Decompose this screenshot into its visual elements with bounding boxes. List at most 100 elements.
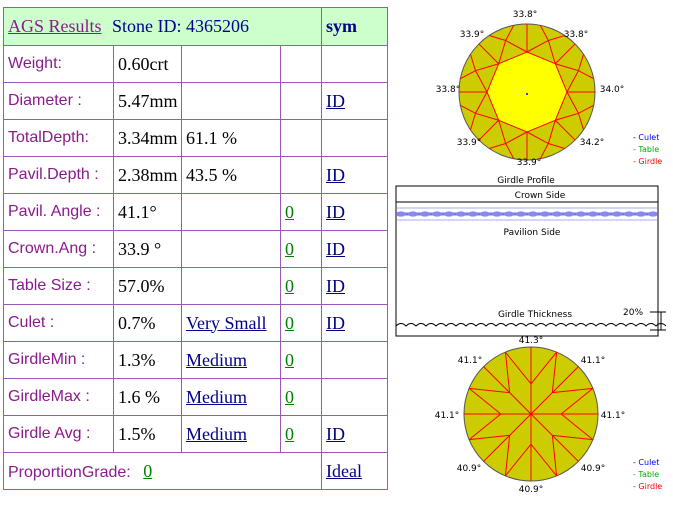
pavilion-diagram: 41.3° 41.1° 41.1° 41.1° 41.1° 40.9° 40.9… <box>435 336 663 495</box>
row-zero-cell: 0 <box>280 193 322 231</box>
crown-legend-table: - Table <box>633 145 659 154</box>
zero-link[interactable]: 0 <box>285 423 294 444</box>
row-value: 41.1° <box>113 193 182 231</box>
row-value: 1.6 % <box>113 378 182 416</box>
row-zero-cell <box>280 82 322 120</box>
row-extra-cell <box>181 230 281 268</box>
row-value: 3.34mm <box>113 119 182 157</box>
zero-link[interactable]: 0 <box>285 275 294 296</box>
id-link[interactable]: ID <box>326 164 345 185</box>
grade-label: ProportionGrade: <box>8 463 131 481</box>
pav-legend-table: - Table <box>633 470 659 479</box>
row-zero-cell <box>280 45 322 83</box>
table-row: Culet :0.7% Very Small 0 ID <box>3 304 388 342</box>
row-id-cell: ID <box>321 415 388 453</box>
grade-descriptor-link[interactable]: Very Small <box>186 312 267 333</box>
row-label: Crown.Ang : <box>3 230 114 268</box>
grade-descriptor-link[interactable]: Medium <box>186 386 247 407</box>
results-table: AGS Results Stone ID: 4365206 sym Weight… <box>3 7 388 490</box>
girdle-profile-title: Girdle Profile <box>497 176 555 186</box>
ags-results-link[interactable]: AGS Results <box>8 16 102 36</box>
table-row: Table Size :57.0% 0 ID <box>3 267 388 305</box>
id-link[interactable]: ID <box>326 238 345 259</box>
row-id-cell: ID <box>321 304 388 342</box>
grade-cell: ProportionGrade: 0 <box>3 452 322 490</box>
grade-descriptor-link[interactable]: Medium <box>186 423 247 444</box>
crown-angle-top: 33.8° <box>513 10 538 20</box>
table-row: Pavil.Depth :2.38mm 43.5 % ID <box>3 156 388 194</box>
row-extra-cell <box>181 45 281 83</box>
row-id-cell: ID <box>321 193 388 231</box>
pavilion-side-label: Pavilion Side <box>504 228 561 238</box>
row-value: 1.3% <box>113 341 182 379</box>
crown-diagram: 33.8° 33.9° 33.8° 33.8° 34.0° 33.9° 34.2… <box>436 10 663 168</box>
id-link[interactable]: ID <box>326 275 345 296</box>
crown-angle-bottom-right: 34.2° <box>580 138 605 148</box>
id-link[interactable]: ID <box>326 423 345 444</box>
pav-angle-bottom-left: 40.9° <box>457 464 482 474</box>
pav-angle-top-left: 41.1° <box>458 356 483 366</box>
row-label: GirdleMax : <box>3 378 114 416</box>
row-zero-cell: 0 <box>280 341 322 379</box>
row-id-cell <box>321 45 388 83</box>
zero-link[interactable]: 0 <box>285 238 294 259</box>
pav-angle-bottom: 40.9° <box>519 485 544 495</box>
row-label: GirdleMin : <box>3 341 114 379</box>
ideal-link[interactable]: Ideal <box>326 460 362 481</box>
crown-side-label: Crown Side <box>515 191 566 201</box>
id-link[interactable]: ID <box>326 90 345 111</box>
zero-link[interactable]: 0 <box>285 201 294 222</box>
row-zero-cell <box>280 156 322 194</box>
row-id-cell: ID <box>321 156 388 194</box>
header-cell: AGS Results Stone ID: 4365206 <box>3 7 322 46</box>
pav-angle-left: 41.1° <box>435 411 460 421</box>
row-extra-cell: Medium <box>181 415 281 453</box>
table-row: TotalDepth: 3.34mm 61.1 % <box>3 119 388 157</box>
row-value: 33.9 ° <box>113 230 182 268</box>
id-link[interactable]: ID <box>326 201 345 222</box>
row-id-cell: ID <box>321 267 388 305</box>
girdle-thickness-percent: 20% <box>623 308 643 318</box>
sym-label: sym <box>326 16 357 36</box>
row-label: Pavil.Depth : <box>3 156 114 194</box>
grade-zero-link[interactable]: 0 <box>143 460 153 481</box>
zero-link[interactable]: 0 <box>285 386 294 407</box>
row-id-cell <box>321 341 388 379</box>
row-extra-cell: Medium <box>181 378 281 416</box>
profile-frame <box>395 185 659 337</box>
row-label: TotalDepth: <box>3 119 114 157</box>
row-extra: 61.1 % <box>181 119 281 157</box>
crown-angle-bottom: 33.9° <box>517 158 542 168</box>
girdle-band <box>396 207 658 221</box>
crown-angle-bottom-left: 33.9° <box>457 138 482 148</box>
row-zero-cell: 0 <box>280 267 322 305</box>
table-row: Diameter :5.47mm ID <box>3 82 388 120</box>
row-value: 0.7% <box>113 304 182 342</box>
row-extra-cell: Medium <box>181 341 281 379</box>
header-row: AGS Results Stone ID: 4365206 sym <box>3 7 388 46</box>
girdle-thickness-label: Girdle Thickness <box>498 310 572 320</box>
girdle-thickness-wave <box>395 323 667 327</box>
crown-angle-top-left: 33.9° <box>460 30 485 40</box>
zero-link[interactable]: 0 <box>285 349 294 370</box>
pav-legend-girdle: - Girdle <box>633 482 662 491</box>
row-label: Table Size : <box>3 267 114 305</box>
table-row: GirdleMin :1.3% Medium 0 <box>3 341 388 379</box>
row-value: 1.5% <box>113 415 182 453</box>
crown-legend-culet: - Culet <box>633 133 659 142</box>
pav-angle-bottom-right: 40.9° <box>581 464 606 474</box>
zero-link[interactable]: 0 <box>285 312 294 333</box>
row-extra-cell: Very Small <box>181 304 281 342</box>
grade-row: ProportionGrade: 0 Ideal <box>3 452 388 490</box>
row-value: 0.60crt <box>113 45 182 83</box>
crown-legend-girdle: - Girdle <box>633 157 662 166</box>
row-extra-cell <box>181 193 281 231</box>
id-link[interactable]: ID <box>326 312 345 333</box>
row-id-cell: ID <box>321 230 388 268</box>
pav-angle-right: 41.1° <box>601 411 626 421</box>
row-value: 2.38mm <box>113 156 182 194</box>
grade-descriptor-link[interactable]: Medium <box>186 349 247 370</box>
row-zero-cell: 0 <box>280 378 322 416</box>
grade-value-cell: Ideal <box>321 452 388 490</box>
table-row: Girdle Avg :1.5% Medium 0 ID <box>3 415 388 453</box>
